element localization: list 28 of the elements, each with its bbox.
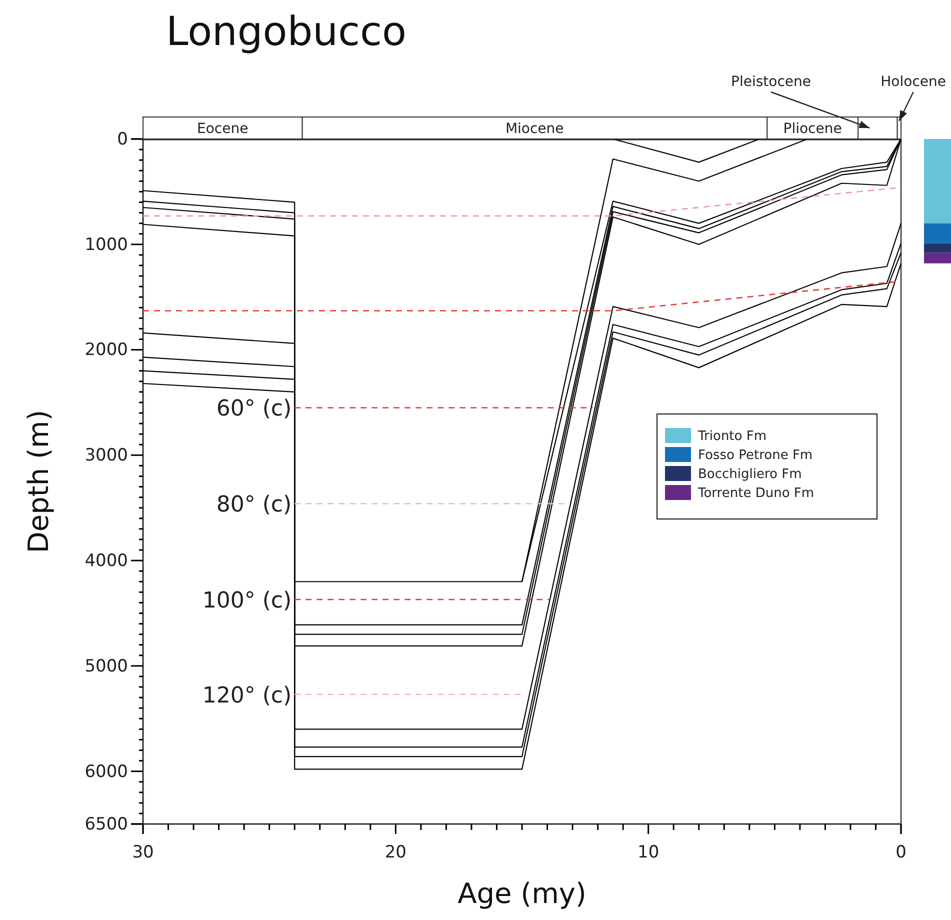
legend-label: Fosso Petrone Fm xyxy=(698,448,813,463)
y-tick-label: 6000 xyxy=(84,762,128,782)
y-tick-label: 3000 xyxy=(84,446,128,466)
legend-label: Torrente Duno Fm xyxy=(697,486,814,501)
y-tick-label: 5000 xyxy=(84,656,128,676)
series-label: 100° (c) xyxy=(202,588,292,614)
x-tick-label: 0 xyxy=(896,842,906,862)
y-tick-label: 4000 xyxy=(84,550,128,571)
series-label: Pliocene xyxy=(783,121,842,137)
series-label: 120° (c) xyxy=(202,683,292,708)
x-tick-label: 10 xyxy=(638,842,660,862)
y-tick-label: 2000 xyxy=(84,340,128,360)
x-tick-label: 30 xyxy=(132,842,154,862)
y-tick-label: 6500 xyxy=(84,814,128,834)
series-label: Eocene xyxy=(196,121,248,137)
legend-label: Trionto Fm xyxy=(697,429,767,444)
y-tick-label: 1000 xyxy=(84,234,128,255)
x-tick-label: 20 xyxy=(384,842,406,862)
y-axis-title: Depth (m) xyxy=(22,410,55,554)
series-label: Miocene xyxy=(505,121,564,137)
text: Holocene xyxy=(880,74,946,90)
y-tick-label: 0 xyxy=(117,129,128,150)
series-label: 80° (c) xyxy=(216,492,292,518)
legend-label: Bocchigliero Fm xyxy=(698,467,802,482)
series-label: 60° (c) xyxy=(216,396,292,422)
x-axis-title: Age (my) xyxy=(458,877,586,910)
text: Pleistocene xyxy=(731,74,811,90)
chart-title: Longobucco xyxy=(166,9,406,55)
